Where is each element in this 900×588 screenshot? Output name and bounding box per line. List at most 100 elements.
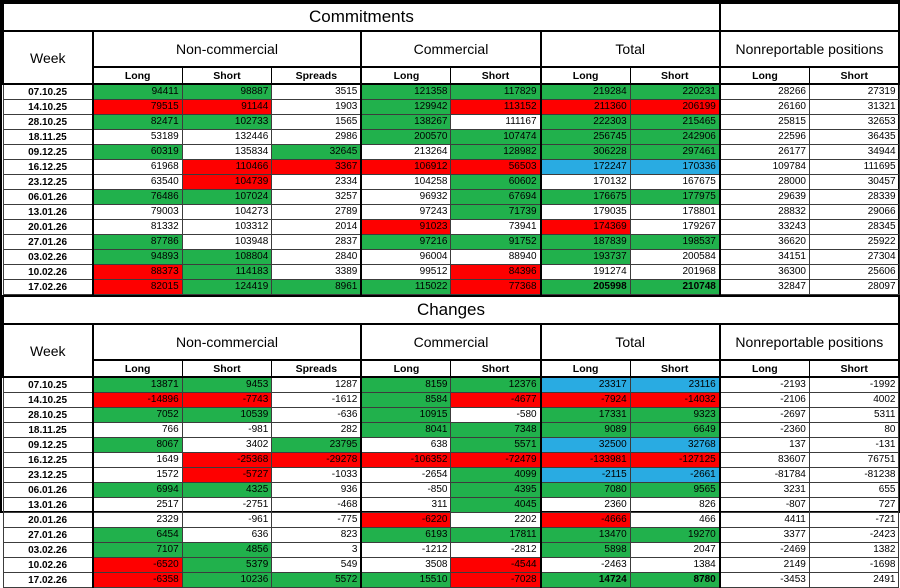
value-cell: 242906 (629, 129, 721, 145)
group-header-nonreportable: Nonreportable positions (718, 30, 900, 68)
week-cell: 16.12.25 (2, 159, 94, 175)
value-cell: 3231 (718, 482, 810, 498)
value-cell: 5571 (450, 437, 542, 453)
week-cell: 09.12.25 (2, 437, 94, 453)
value-cell: 3377 (718, 527, 810, 543)
value-cell: 8041 (360, 422, 452, 438)
value-cell: 2334 (271, 174, 362, 190)
week-cell: 07.10.25 (2, 376, 94, 393)
table-row: 18.11.25 766 -981 282 8041 7348 9089 6649 -2360 8… (2, 422, 900, 438)
week-cell: 23.12.25 (2, 467, 94, 483)
value-cell: -2751 (181, 497, 273, 513)
section-title-row: Commitments (2, 2, 900, 32)
value-cell: 32500 (539, 437, 631, 453)
value-cell: 79003 (92, 204, 183, 220)
table-row: 06.01.26 6994 4325 936 -850 4395 7080 9565 3231 6… (2, 482, 900, 498)
value-cell: -4666 (539, 512, 631, 528)
value-cell: 56503 (450, 159, 542, 175)
value-cell: 26160 (718, 99, 810, 115)
section-title: Changes (2, 295, 900, 325)
value-cell: 2789 (271, 204, 362, 220)
value-cell: 2986 (271, 129, 362, 145)
value-cell: 2014 (271, 219, 362, 235)
week-cell: 13.01.26 (2, 204, 94, 220)
value-cell: 6454 (92, 527, 183, 543)
value-cell: 33243 (718, 219, 810, 235)
group-header-row: Week Non-commercial Commercial Total Non… (2, 30, 900, 85)
value-cell: -468 (271, 497, 362, 513)
value-cell: 113152 (450, 99, 542, 115)
value-cell: -2812 (450, 542, 542, 558)
value-cell: 13470 (539, 527, 631, 543)
value-cell: 79515 (92, 99, 183, 115)
value-cell: 4002 (808, 392, 900, 408)
value-cell: -2115 (539, 467, 631, 483)
value-cell: 53189 (92, 129, 183, 145)
week-cell: 06.01.26 (2, 189, 94, 205)
value-cell: 1384 (629, 557, 721, 573)
value-cell: 110466 (181, 159, 273, 175)
subheader-short: Short (808, 359, 900, 378)
value-cell: 91023 (360, 219, 452, 235)
value-cell: 107024 (181, 189, 273, 205)
value-cell: -4677 (450, 392, 542, 408)
value-cell: 138267 (360, 114, 452, 130)
value-cell: -7743 (181, 392, 273, 408)
value-cell: 10915 (360, 407, 452, 423)
value-cell: 4325 (181, 482, 273, 498)
title-spacer (718, 2, 900, 32)
value-cell: 215465 (629, 114, 721, 130)
value-cell: -106352 (360, 452, 452, 468)
group-header-noncommercial: Non-commercial (91, 323, 363, 361)
value-cell: 84396 (450, 264, 542, 280)
table-row: 16.12.25 61968 110466 3367 106912 56503 172247… (2, 159, 900, 175)
value-cell: 63540 (92, 174, 183, 190)
value-cell: 5572 (271, 572, 362, 588)
value-cell: 2149 (718, 557, 810, 573)
value-cell: 12376 (450, 376, 542, 393)
week-cell: 20.01.26 (2, 219, 94, 235)
value-cell: -2106 (718, 392, 810, 408)
value-cell: 31321 (808, 99, 900, 115)
group-header-commercial: Commercial (360, 30, 542, 68)
value-cell: 6649 (629, 422, 721, 438)
value-cell: -2463 (539, 557, 631, 573)
value-cell: -2469 (718, 542, 810, 558)
value-cell: -6358 (92, 572, 183, 588)
table-row: 06.01.26 76486 107024 3257 96932 67694 176675 1… (2, 189, 900, 205)
subheader-row: Long Short Spreads Long Short Long Short… (3, 359, 900, 378)
value-cell: 15510 (360, 572, 452, 588)
value-cell: 104273 (181, 204, 273, 220)
value-cell: 206199 (629, 99, 721, 115)
value-cell: 179267 (629, 219, 721, 235)
value-cell: 8067 (92, 437, 183, 453)
value-cell: 104258 (360, 174, 452, 190)
value-cell: 3257 (271, 189, 362, 205)
value-cell: 9323 (629, 407, 721, 423)
value-cell: -14032 (629, 392, 721, 408)
value-cell: 7348 (450, 422, 542, 438)
value-cell: 4395 (450, 482, 542, 498)
value-cell: 94411 (92, 83, 183, 100)
subheader-spreads: Spreads (271, 359, 362, 378)
changes-table: Changes Week Non-commercial Commercial T… (2, 295, 900, 588)
value-cell: -4544 (450, 557, 542, 573)
table-row: 14.10.25 -14896 -7743 -1612 8584 -4677 -7924 -1… (2, 392, 900, 408)
value-cell: 103312 (181, 219, 273, 235)
value-cell: 200584 (629, 249, 721, 265)
value-cell: 117829 (450, 83, 542, 100)
value-cell: 220231 (629, 83, 721, 100)
value-cell: -850 (360, 482, 452, 498)
value-cell: 17331 (539, 407, 631, 423)
table-row: 14.10.25 79515 91144 1903 129942 113152 211360… (2, 99, 900, 115)
table-row: 17.02.26 -6358 10236 5572 15510 -7028 14724 878… (2, 572, 900, 588)
value-cell: -580 (450, 407, 542, 423)
value-cell: -3453 (718, 572, 810, 588)
value-cell: 3402 (181, 437, 273, 453)
value-cell: 170336 (629, 159, 721, 175)
week-cell: 27.01.26 (2, 234, 94, 250)
subheader-long: Long (91, 66, 183, 85)
value-cell: 36620 (718, 234, 810, 250)
table-row: 09.12.25 8067 3402 23795 638 5571 32500 32768 13… (2, 437, 900, 453)
